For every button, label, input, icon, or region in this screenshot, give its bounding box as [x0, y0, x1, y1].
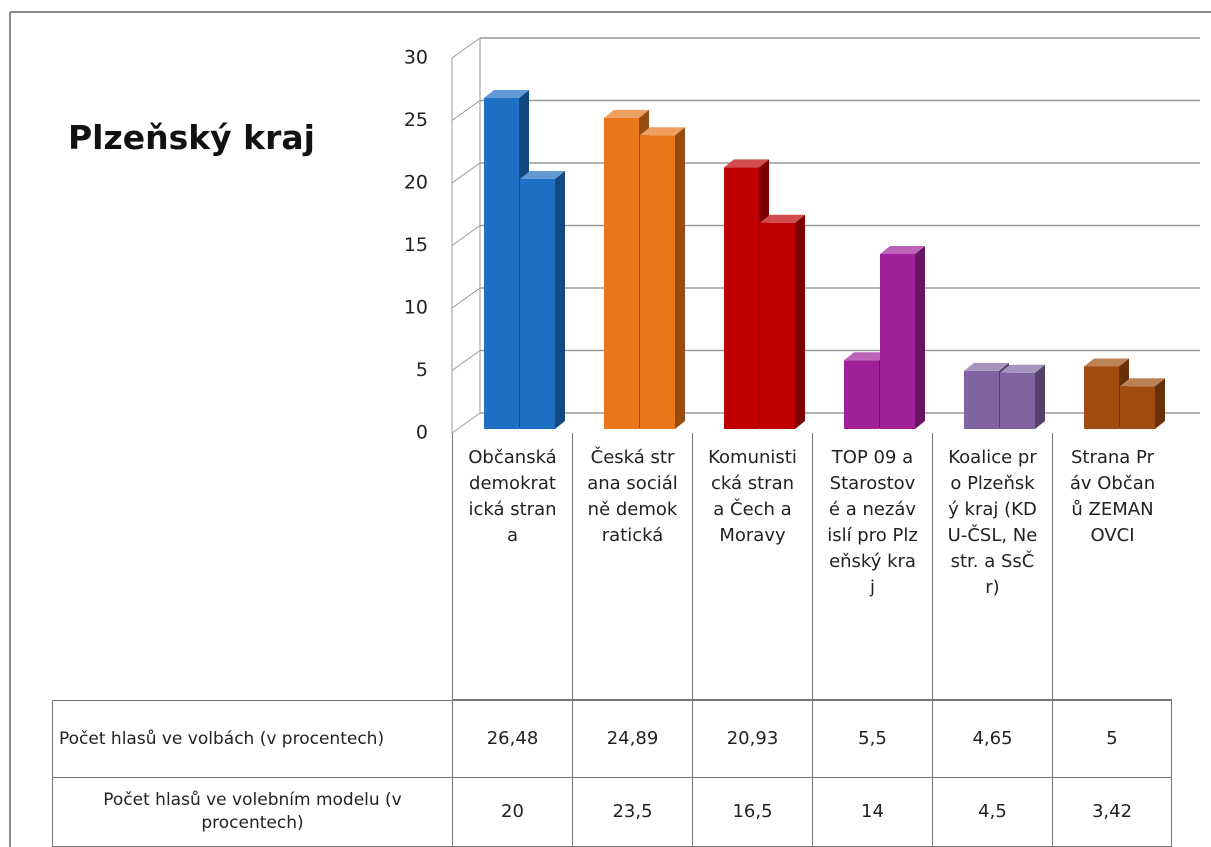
data-label: 16,5 — [692, 778, 812, 847]
data-label: 4,65 — [932, 700, 1052, 778]
bar-face — [1120, 386, 1155, 429]
data-label: 24,89 — [572, 700, 692, 778]
bar-face — [724, 167, 759, 429]
y-tick-label: 20 — [404, 172, 428, 194]
y-tick-label: 0 — [416, 422, 428, 444]
grid-line — [451, 412, 481, 434]
data-label: 5 — [1052, 700, 1172, 778]
bar-face — [964, 370, 999, 429]
category-label: Komunistická strana Čech a Moravy — [692, 433, 812, 700]
bar-face — [1155, 378, 1165, 429]
bar — [520, 171, 565, 429]
bar-face — [1035, 364, 1045, 429]
data-label: 5,5 — [812, 700, 932, 778]
bar — [1000, 364, 1045, 429]
chart-title: Plzeňský kraj — [68, 118, 315, 157]
bar-face — [604, 109, 649, 118]
data-label: 20,93 — [692, 700, 812, 778]
bar-face — [1000, 372, 1035, 429]
bar — [640, 127, 685, 429]
grid-line — [451, 162, 481, 184]
bar-face — [640, 135, 675, 429]
grid-line — [451, 37, 481, 59]
bar — [1120, 378, 1165, 429]
y-tick-label: 5 — [416, 359, 428, 381]
bar-face — [604, 117, 639, 429]
legend-entry: Počet hlasů ve volbách (v procentech) — [52, 700, 452, 778]
bar-face — [844, 352, 889, 361]
grid-line — [451, 350, 481, 371]
bar-face — [1000, 364, 1045, 373]
category-label: Česká strana sociálně demokratická — [572, 433, 692, 700]
data-label: 20 — [452, 778, 572, 847]
bar-face — [1084, 358, 1129, 367]
bar-face — [675, 127, 685, 429]
grid-line — [451, 225, 481, 246]
bar-face — [844, 360, 879, 429]
data-label: 3,42 — [1052, 778, 1172, 847]
data-label: 23,5 — [572, 778, 692, 847]
bar-face — [724, 159, 769, 168]
bar-face — [880, 246, 925, 254]
bar-face — [760, 214, 805, 223]
bar-face — [520, 179, 555, 429]
bar-face — [1120, 378, 1165, 387]
y-tick-label: 30 — [404, 47, 428, 69]
bar-face — [964, 362, 1009, 371]
category-label: Strana Práv Občanů ZEMANOVCI — [1052, 433, 1172, 700]
y-tick-label: 25 — [404, 109, 428, 131]
bar-face — [880, 254, 915, 429]
bar-face — [640, 127, 685, 136]
category-label: Koalice pro Plzeňský kraj (KDU-ČSL, Nest… — [932, 433, 1052, 700]
bar-face — [1084, 366, 1119, 429]
data-label: 26,48 — [452, 700, 572, 778]
legend-entry: Počet hlasů ve volebním modelu (v procen… — [52, 778, 452, 847]
bar-face — [915, 246, 925, 429]
grid-line — [451, 287, 481, 309]
bar-face — [555, 171, 565, 429]
bar — [760, 214, 805, 429]
bar-face — [484, 98, 519, 429]
y-tick-label: 10 — [404, 297, 428, 319]
bar-face — [484, 90, 529, 98]
data-label: 14 — [812, 778, 932, 847]
grid-line — [451, 100, 481, 121]
bar — [880, 246, 925, 429]
bar-face — [795, 214, 805, 429]
category-label: Občanská demokratická strana — [452, 433, 572, 700]
data-label: 4,5 — [932, 778, 1052, 847]
bar-face — [520, 171, 565, 179]
bar-face — [760, 222, 795, 429]
category-label: TOP 09 a Starostové a nezávislí pro Plze… — [812, 433, 932, 700]
y-tick-label: 15 — [404, 234, 428, 256]
